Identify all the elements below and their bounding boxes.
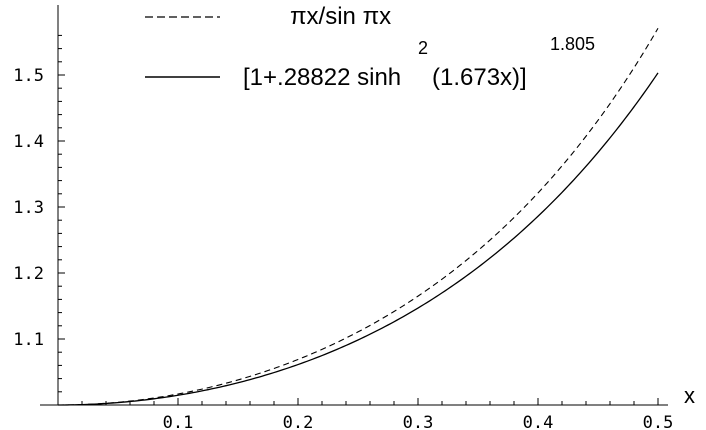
legend: πx/sin πx [1+.28822 sinh 2 (1.673x)] 1.8… (145, 3, 595, 91)
y-tick-label: 1.2 (13, 264, 44, 284)
x-tick-label: 0.3 (403, 413, 434, 430)
series-line-1 (57, 27, 659, 406)
x-axis-label: x (684, 383, 695, 408)
x-tick-label: 0.5 (643, 413, 674, 430)
legend-item-2-outer-exponent: 1.805 (550, 34, 595, 54)
x-tick-label: 0.2 (283, 413, 314, 430)
y-tick-label: 1.3 (13, 198, 44, 218)
x-tick-label: 0.1 (163, 413, 194, 430)
axes (40, 5, 668, 406)
legend-item-2-tail: (1.673x)] (432, 64, 527, 91)
legend-item-2-main: [1+.28822 sinh (243, 64, 401, 91)
y-tick-label: 1.1 (13, 330, 44, 350)
tick-labels: 0.1 0.2 0.3 0.4 0.5 1.1 1.2 1.3 1.4 1.5 (13, 66, 673, 430)
legend-item-1-label: πx/sin πx (290, 3, 391, 30)
legend-item-2-inner-exponent: 2 (418, 38, 428, 58)
y-tick-label: 1.4 (13, 132, 44, 152)
series-lines (57, 27, 659, 406)
series-line-2 (57, 72, 659, 406)
y-tick-label: 1.5 (13, 66, 44, 86)
x-tick-label: 0.4 (523, 413, 554, 430)
